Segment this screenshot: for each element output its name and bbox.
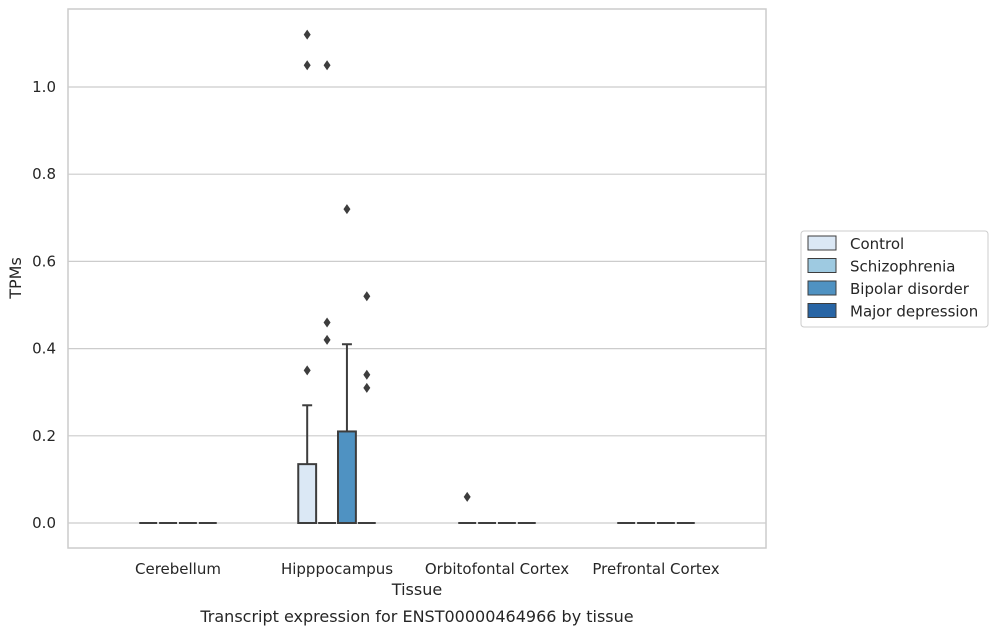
legend-swatch [807, 303, 837, 318]
outlier-point [303, 60, 311, 71]
x-axis-ticks: Cerebellum Hipppocampus Orbitofontal Corte… [135, 560, 720, 578]
y-axis-ticks: 0.0 0.2 0.4 0.6 0.8 1.0 [32, 78, 56, 532]
box-bipolar-disorder [337, 343, 357, 524]
y-tick-label: 0.6 [32, 252, 56, 270]
legend-frame [800, 230, 989, 328]
box-control [297, 404, 318, 525]
y-tick-label: 0.8 [32, 165, 56, 183]
outlier-point [363, 369, 371, 380]
y-tick-label: 1.0 [32, 78, 56, 96]
x-axis-label: Tissue [391, 580, 442, 599]
box-rect [337, 430, 357, 524]
outlier-point [363, 291, 371, 302]
legend: Control Schizophrenia Bipolar disorder Majo… [800, 230, 989, 328]
chart-caption: Transcript expression for ENST0000046496… [199, 607, 633, 626]
legend-swatch [807, 280, 837, 296]
outlier-point [323, 317, 331, 328]
y-axis-label: TPMs [6, 257, 25, 300]
outlier-point [323, 334, 331, 345]
legend-label: Control [850, 235, 904, 253]
outlier-point [363, 382, 371, 393]
y-tick-label: 0.4 [32, 340, 56, 358]
plot-area-frame [67, 8, 767, 549]
legend-label: Major depression [850, 303, 978, 321]
grid-lines [68, 86, 766, 524]
outlier-point [303, 29, 311, 40]
legend-swatch [807, 235, 837, 251]
x-tick-label: Prefrontal Cortex [592, 560, 719, 578]
x-tick-label: Cerebellum [135, 560, 221, 578]
outlier-point [323, 60, 331, 71]
box-rect [297, 463, 318, 525]
x-tick-label: Hipppocampus [281, 560, 393, 578]
outlier-point [303, 365, 311, 376]
outlier-point [343, 204, 351, 215]
legend-label: Bipolar disorder [850, 280, 970, 298]
outliers [303, 29, 471, 502]
outlier-point [463, 491, 471, 502]
legend-label: Schizophrenia [850, 258, 955, 276]
y-tick-label: 0.0 [32, 514, 56, 532]
y-tick-label: 0.2 [32, 427, 56, 445]
x-tick-label: Orbitofontal Cortex [425, 560, 569, 578]
boxes [139, 343, 695, 525]
legend-swatch [807, 258, 837, 273]
